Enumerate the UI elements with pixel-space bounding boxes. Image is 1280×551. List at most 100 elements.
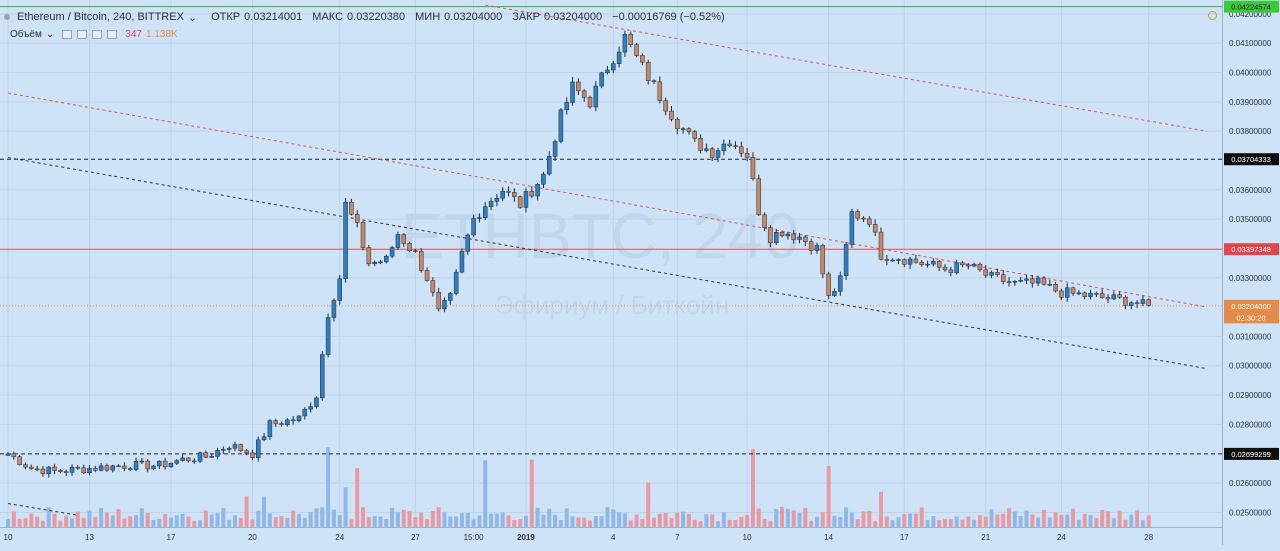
- price-axis[interactable]: 0.04200000 0.04100000 0.04000000 0.03900000…: [1222, 0, 1280, 545]
- settings-mini-icon[interactable]: [62, 29, 73, 39]
- volume-bar: [826, 466, 831, 527]
- volume-bar: [262, 496, 267, 527]
- symbol-name[interactable]: Ethereum / Bitcoin, 240, BITTREX: [17, 11, 184, 23]
- volume-bar: [1018, 516, 1023, 527]
- candle-body: [1047, 283, 1053, 286]
- volume-bar: [1076, 519, 1081, 527]
- candle-body: [913, 258, 919, 263]
- candle-body: [843, 244, 849, 276]
- candle-body: [401, 234, 407, 244]
- candle-body: [861, 217, 866, 220]
- volume-bar: [1041, 509, 1046, 527]
- low-value: 0.03204000: [444, 11, 503, 23]
- candle-body: [52, 466, 57, 471]
- candle-body: [1024, 278, 1029, 281]
- volume-bar: [128, 516, 133, 527]
- volume-bar: [547, 508, 552, 527]
- trend-lines: [7, 4, 1208, 516]
- settings-mini-icon[interactable]: [77, 29, 88, 39]
- volume-bar: [1012, 511, 1017, 527]
- volume-bar: [791, 510, 796, 527]
- candle-body: [302, 408, 308, 417]
- candle-body: [1111, 294, 1117, 300]
- volume-legend[interactable]: Объём ⌄ 347 1.138K: [10, 27, 178, 41]
- volume-bar: [273, 517, 278, 527]
- volume-bar: [913, 513, 918, 527]
- volume-bar: [1105, 511, 1110, 527]
- candle-body: [1041, 277, 1047, 285]
- time-tick-label: 20: [248, 533, 257, 542]
- settings-mini-icon[interactable]: [92, 29, 103, 39]
- candle-body: [197, 452, 203, 462]
- candle-body: [715, 150, 721, 158]
- volume-bar: [902, 513, 907, 527]
- price-tick-label: 0.03800000: [1229, 127, 1272, 136]
- volume-label[interactable]: Объём: [10, 28, 42, 40]
- volume-bar: [442, 512, 447, 527]
- candle-body: [465, 234, 471, 252]
- candle-body: [250, 452, 255, 458]
- candle-body: [971, 263, 977, 267]
- volume-bar: [267, 513, 272, 527]
- volume-bar: [372, 516, 377, 527]
- volume-bar: [75, 511, 80, 527]
- candle-body: [675, 118, 680, 130]
- candle-body: [98, 465, 104, 471]
- candle-body: [133, 461, 139, 470]
- candle-body: [709, 148, 715, 158]
- candle-body: [430, 280, 436, 293]
- settings-mini-icon[interactable]: [107, 29, 118, 39]
- symbol-legend[interactable]: Ethereum / Bitcoin, 240, BITTREX ⌄ ОТКР …: [4, 10, 725, 24]
- volume-bar: [838, 516, 843, 527]
- volume-bar: [727, 519, 732, 527]
- candle-body: [948, 269, 954, 273]
- volume-bar: [419, 512, 424, 527]
- volume-bar: [337, 515, 342, 527]
- alert-clock-icon[interactable]: [1208, 11, 1217, 20]
- volume-bar: [1135, 510, 1140, 527]
- volume-bar: [168, 517, 173, 527]
- candle-body: [1018, 280, 1023, 282]
- candle-body: [75, 466, 81, 469]
- low-label: МИН: [415, 11, 441, 23]
- volume-bar: [58, 520, 63, 527]
- candle-body: [779, 232, 785, 237]
- volume-bar: [681, 511, 686, 527]
- candle-body: [512, 192, 517, 197]
- candle-body: [1117, 294, 1122, 298]
- price-label-text: 0.04224574: [1231, 3, 1271, 12]
- price-tick-label: 0.02900000: [1229, 391, 1272, 400]
- candle-body: [290, 419, 296, 422]
- candle-body: [558, 109, 564, 142]
- volume-bar: [500, 512, 505, 527]
- time-axis[interactable]: 10 13 17 20 24 27 15:00 2019 4 7 10 14 17 21 24 28: [0, 527, 1222, 546]
- chevron-down-icon[interactable]: ⌄: [45, 28, 55, 40]
- volume-bar: [395, 512, 400, 527]
- horizontal-lines: [0, 6, 1222, 455]
- chevron-down-icon[interactable]: ⌄: [187, 11, 198, 24]
- candle-body: [93, 468, 98, 471]
- candle-body: [1123, 296, 1128, 306]
- volume-bar: [314, 508, 319, 527]
- volume-bar: [756, 508, 761, 527]
- candle-body: [663, 100, 668, 112]
- volume-bar: [221, 508, 226, 527]
- candle-body: [890, 259, 895, 262]
- high-value: 0.03220380: [347, 11, 406, 23]
- candle-body: [942, 266, 948, 271]
- candle-body: [1035, 277, 1041, 284]
- volume-bar: [180, 513, 185, 527]
- volume-bar: [873, 521, 878, 527]
- volume-bar: [326, 447, 331, 527]
- candle-body: [1030, 278, 1035, 284]
- candle-body: [378, 261, 383, 264]
- candle-body: [680, 128, 686, 130]
- candle-body: [581, 90, 587, 98]
- volume-bar: [110, 515, 115, 527]
- candle-body: [354, 214, 360, 223]
- volume-bar: [1036, 517, 1041, 527]
- volume-bar: [867, 510, 872, 527]
- candle-body: [337, 278, 342, 301]
